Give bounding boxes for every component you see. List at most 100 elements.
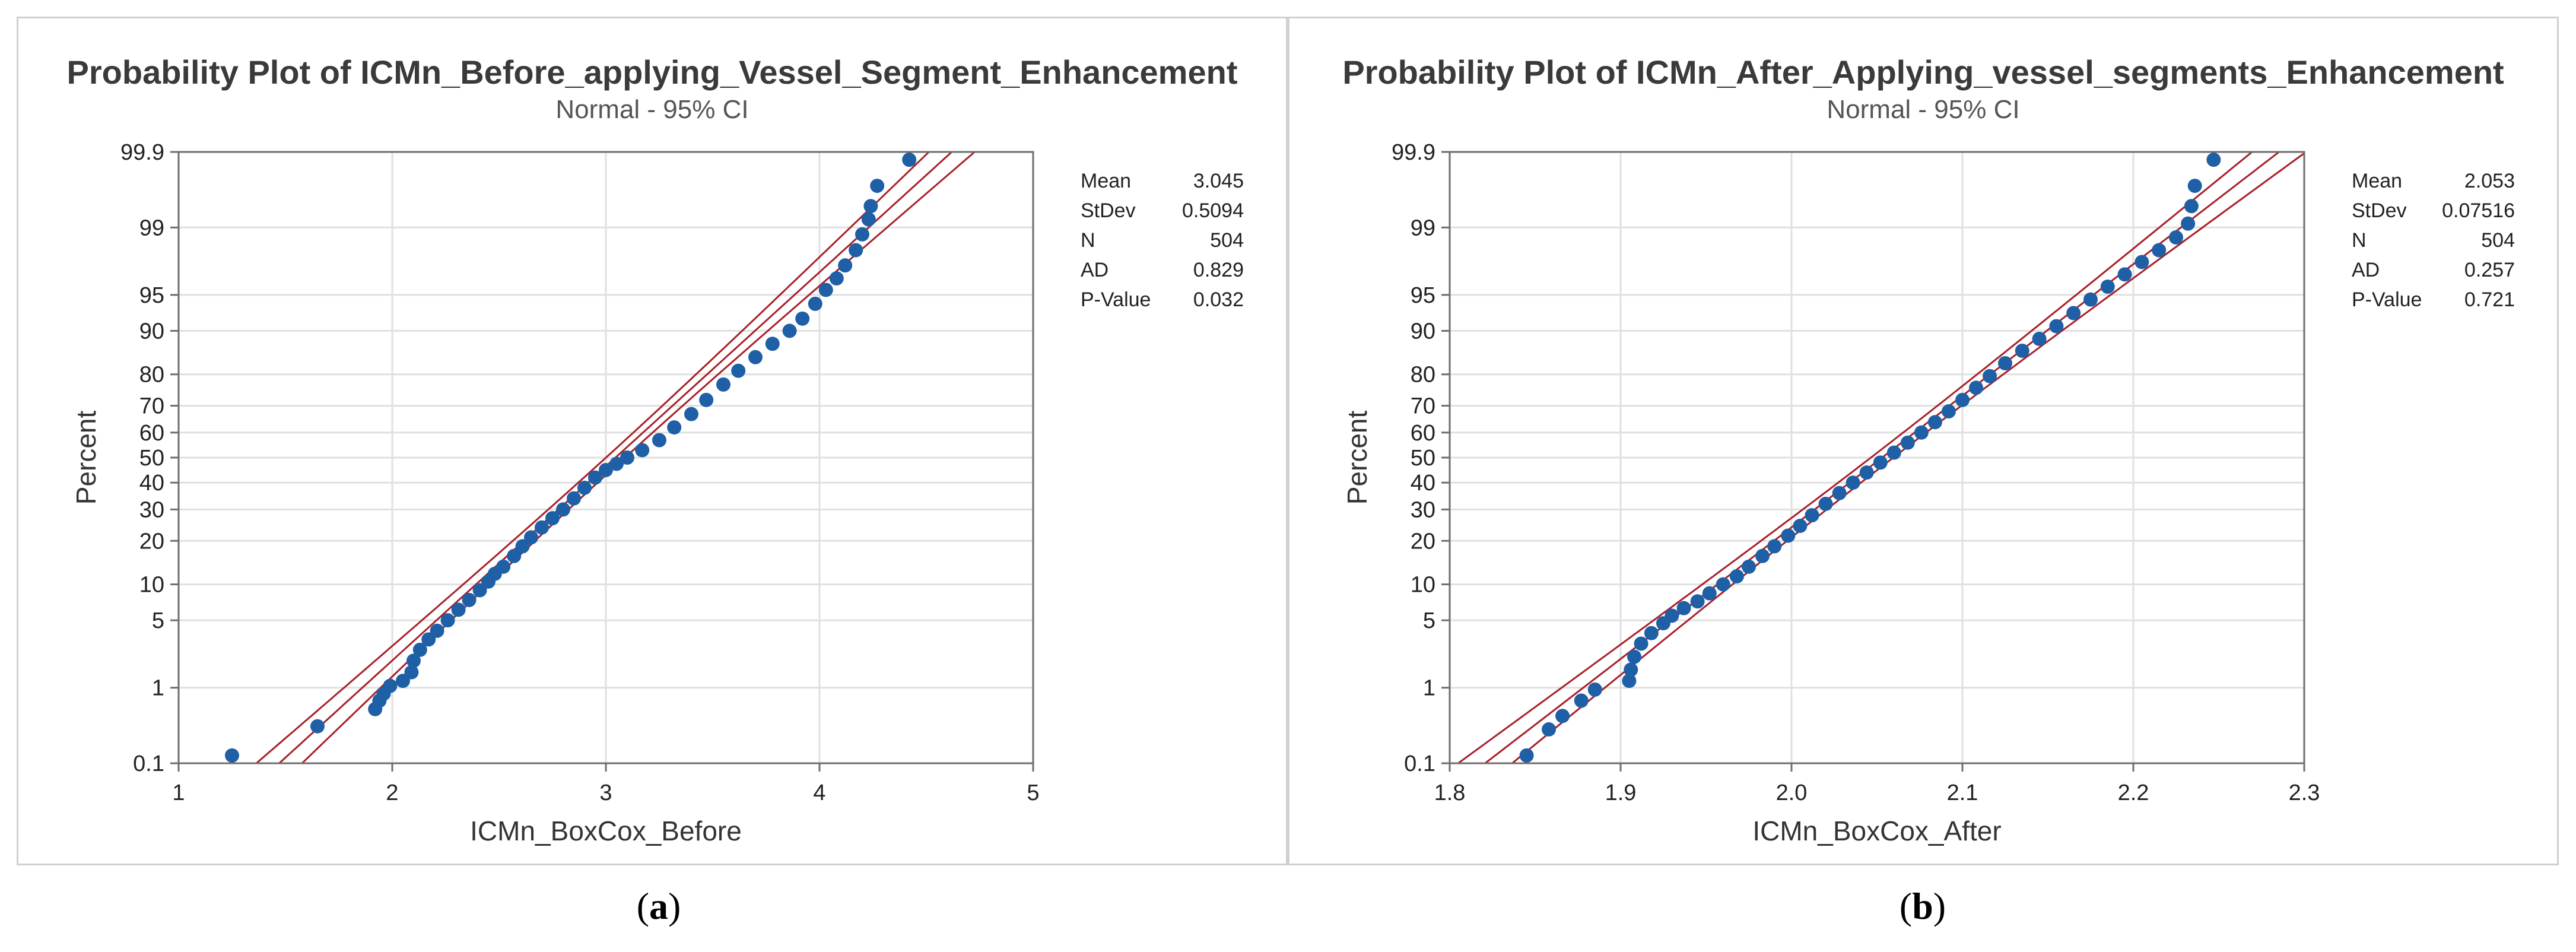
c0-x-tick-label-1: 2 — [386, 780, 398, 805]
c1-x-tick-label-1: 1.9 — [1605, 780, 1637, 805]
c0-y-tick-label-12: 95 — [139, 283, 164, 308]
c0-data-point-12 — [440, 613, 455, 628]
c0-data-point-27 — [588, 470, 602, 485]
c1-stat-label-4: P-Value — [2352, 288, 2422, 311]
c1-ci-upper-line — [1456, 152, 2254, 763]
c1-data-point-32 — [1941, 404, 1956, 419]
c1-data-point-43 — [2117, 267, 2132, 282]
c0-plot-layer — [225, 152, 976, 763]
c1-data-point-26 — [1859, 465, 1874, 480]
probability-plot-b: Probability Plot of ICMn_After_Applying_… — [1342, 53, 2515, 846]
c0-stat-value-1: 0.5094 — [1182, 199, 1244, 222]
c1-y-tick-label-5: 30 — [1411, 497, 1435, 522]
c1-y-tick-label-1: 1 — [1423, 676, 1435, 701]
c1-data-point-44 — [2135, 255, 2149, 269]
c1-data-point-37 — [2015, 343, 2029, 358]
c0-y-tick-label-8: 60 — [139, 421, 164, 446]
caption-b-letter: b — [1912, 885, 1933, 927]
c1-y-tick-label-9: 70 — [1411, 394, 1435, 419]
c1-x-tick-label-2: 2.0 — [1776, 780, 1808, 805]
c1-y-tick-label-14: 99.9 — [1392, 140, 1435, 165]
c0-data-point-0 — [225, 748, 239, 763]
c1-data-point-8 — [1634, 636, 1648, 651]
c1-data-point-29 — [1900, 435, 1915, 450]
c0-y-tick-label-4: 20 — [139, 529, 164, 554]
c1-y-axis-label: Percent — [1342, 411, 1373, 505]
c1-stat-value-2: 504 — [2481, 229, 2515, 252]
c1-data-point-15 — [1716, 577, 1730, 592]
c0-data-point-23 — [545, 511, 560, 526]
c1-data-point-24 — [1832, 485, 1847, 500]
c1-ci-lower-line — [1510, 152, 2304, 763]
c0-x-axis-label: ICMn_BoxCox_Before — [470, 815, 742, 846]
c0-data-point-20 — [515, 539, 530, 554]
c1-data-point-19 — [1767, 539, 1782, 554]
c0-data-point-5 — [383, 678, 398, 693]
c1-data-point-33 — [1955, 392, 1970, 407]
c1-data-point-17 — [1742, 559, 1756, 574]
c0-y-axis-label: Percent — [71, 411, 101, 505]
caption-a-letter: a — [649, 885, 668, 927]
c1-data-point-23 — [1818, 496, 1833, 511]
c1-y-tick-label-4: 20 — [1411, 529, 1435, 554]
c0-data-point-32 — [652, 433, 666, 448]
c1-data-point-34 — [1969, 380, 1984, 395]
c1-data-point-21 — [1793, 519, 1808, 534]
c0-y-tick-label-2: 5 — [152, 608, 164, 633]
c1-data-point-38 — [2032, 331, 2047, 346]
c0-x-tick-label-4: 5 — [1027, 780, 1039, 805]
c1-data-point-2 — [1555, 709, 1570, 723]
c1-data-point-41 — [2083, 292, 2098, 307]
c0-data-point-13 — [451, 602, 466, 617]
c1-title: Probability Plot of ICMn_After_Applying_… — [1342, 53, 2504, 91]
c1-data-point-31 — [1927, 415, 1942, 430]
c0-subtitle: Normal - 95% CI — [555, 95, 748, 124]
c1-data-point-5 — [1622, 674, 1637, 688]
c0-y-tick-label-11: 90 — [139, 319, 164, 344]
c1-x-tick-label-3: 2.1 — [1947, 780, 1978, 805]
c0-y-tick-label-6: 40 — [139, 471, 164, 496]
c1-data-point-0 — [1519, 748, 1534, 763]
c0-y-tick-label-10: 80 — [139, 363, 164, 388]
c1-plot-layer — [1456, 152, 2304, 763]
c0-x-tick-label-2: 3 — [599, 780, 612, 805]
c1-data-point-22 — [1805, 508, 1819, 523]
c0-data-point-14 — [462, 592, 477, 607]
c0-y-tick-label-7: 50 — [139, 446, 164, 471]
c1-data-point-14 — [1702, 586, 1717, 601]
c0-data-point-43 — [818, 283, 833, 297]
c1-y-tick-label-2: 5 — [1423, 608, 1435, 633]
c0-data-point-8 — [406, 653, 421, 668]
c0-data-point-36 — [716, 377, 730, 392]
c1-data-point-35 — [1983, 369, 1997, 383]
c0-data-point-38 — [748, 350, 763, 364]
c1-data-point-49 — [2187, 179, 2202, 193]
c0-data-point-1 — [310, 719, 325, 734]
c1-y-tick-label-3: 10 — [1411, 573, 1435, 598]
c0-data-point-25 — [567, 491, 581, 506]
c0-data-point-22 — [535, 520, 549, 535]
c1-stat-label-1: StDev — [2352, 199, 2407, 222]
c0-data-point-24 — [556, 502, 570, 517]
probability-plot-panel-b: Probability Plot of ICMn_After_Applying_… — [1288, 17, 2559, 865]
c1-data-point-18 — [1755, 548, 1770, 563]
c0-data-point-26 — [577, 480, 592, 495]
c1-x-tick-label-0: 1.8 — [1434, 780, 1466, 805]
c0-data-point-33 — [667, 420, 682, 435]
c1-data-point-13 — [1690, 594, 1705, 609]
c1-data-point-45 — [2152, 243, 2167, 258]
c0-stat-label-4: P-Value — [1081, 288, 1151, 311]
c0-ci-upper-line — [255, 152, 930, 763]
c0-y-tick-label-5: 30 — [139, 497, 164, 522]
c1-data-point-11 — [1665, 608, 1679, 623]
c0-data-point-40 — [782, 323, 797, 338]
c1-data-point-20 — [1781, 528, 1796, 543]
c1-data-point-40 — [2066, 306, 2081, 320]
c0-data-point-50 — [870, 179, 885, 193]
c0-data-point-48 — [861, 212, 876, 227]
probability-plot-panel-a: Probability Plot of ICMn_Before_applying… — [17, 17, 1288, 865]
c1-y-tick-label-11: 90 — [1411, 319, 1435, 344]
c0-data-point-9 — [412, 642, 427, 657]
c0-data-point-34 — [684, 407, 698, 421]
c1-data-point-36 — [1998, 356, 2012, 370]
